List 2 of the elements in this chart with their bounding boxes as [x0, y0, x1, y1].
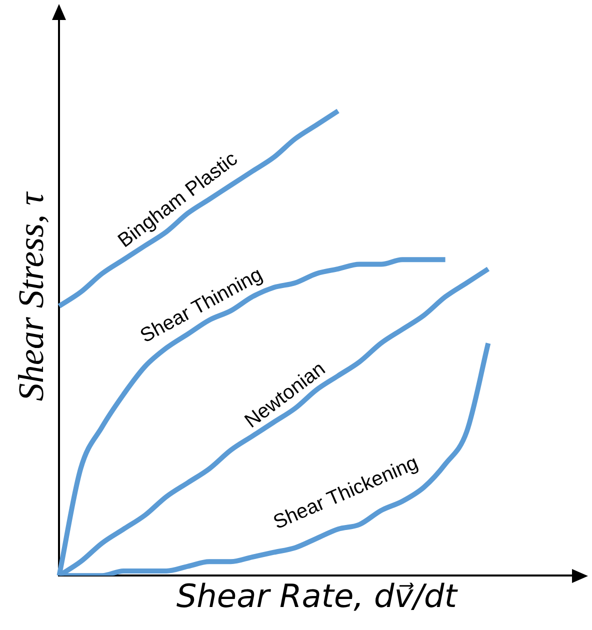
x-axis-title: Shear Rate, dv⃗/dt: [176, 577, 458, 616]
y-axis-title: Shear Stress, τ: [11, 191, 52, 402]
